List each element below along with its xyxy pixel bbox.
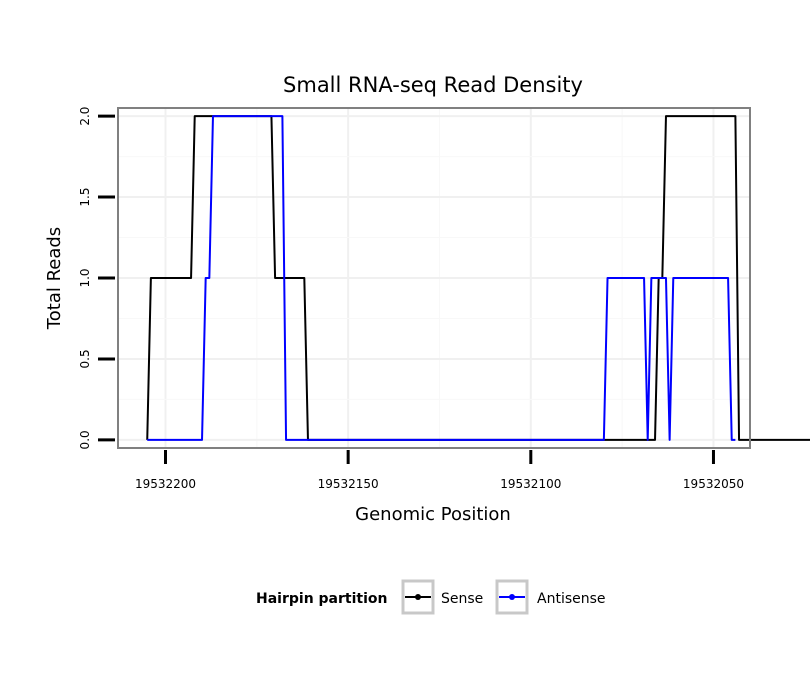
y-axis: 0.0 0.5 1.0 1.5 2.0 <box>78 107 115 449</box>
legend-item-antisense[interactable]: Antisense <box>495 579 606 615</box>
series-lines <box>146 115 810 441</box>
x-tick-label: 19532150 <box>318 477 379 491</box>
series-line-antisense <box>147 115 736 441</box>
x-axis: 19532200 19532150 19532100 19532050 <box>135 450 744 491</box>
legend-marker-sense <box>415 594 421 600</box>
x-tick-label: 19532050 <box>683 477 744 491</box>
y-tick-label: 1.5 <box>78 188 92 207</box>
legend: Hairpin partition Sense Antisense <box>256 579 606 615</box>
x-tick-label: 19532100 <box>500 477 561 491</box>
y-axis-title: Total Reads <box>44 227 65 330</box>
plot-border <box>117 107 751 449</box>
legend-title: Hairpin partition <box>256 591 387 607</box>
y-tick-label: 1.0 <box>78 268 92 287</box>
legend-label-sense: Sense <box>441 591 483 607</box>
y-tick-label: 0.5 <box>78 349 92 368</box>
legend-label-antisense: Antisense <box>537 591 606 607</box>
legend-item-sense[interactable]: Sense <box>401 579 483 615</box>
legend-marker-antisense <box>509 594 515 600</box>
y-tick-label: 0.0 <box>78 430 92 449</box>
plot-area <box>117 107 810 449</box>
chart-title: Small RNA-seq Read Density <box>283 73 583 97</box>
x-axis-title: Genomic Position <box>355 504 511 525</box>
x-tick-label: 19532200 <box>135 477 196 491</box>
y-tick-label: 2.0 <box>78 107 92 126</box>
